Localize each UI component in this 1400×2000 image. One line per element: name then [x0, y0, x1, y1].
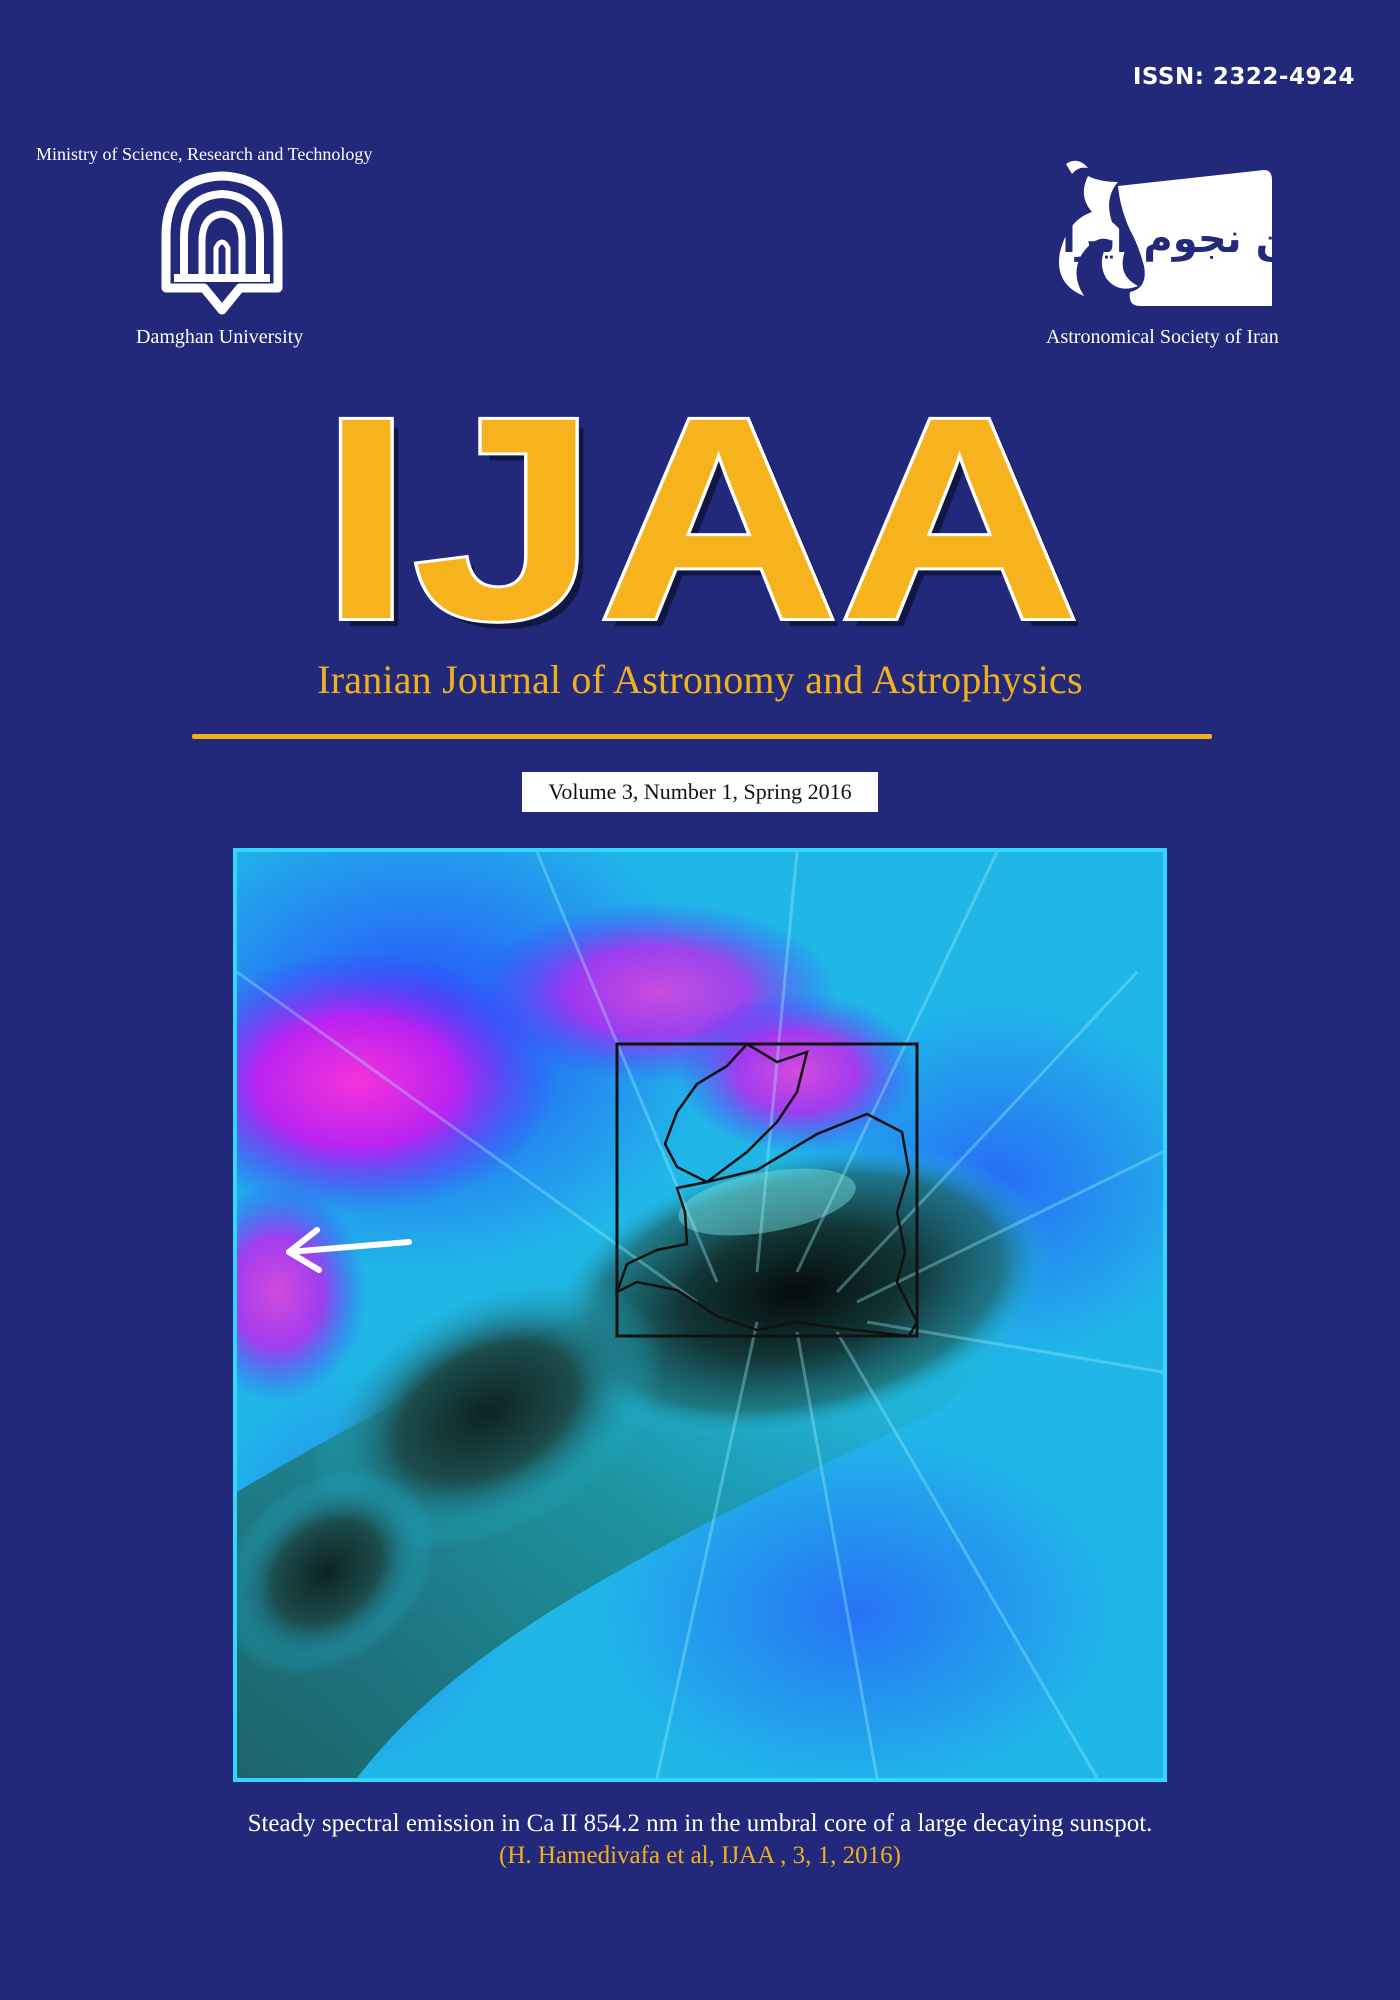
arrow-left-icon	[286, 1227, 412, 1273]
issn-label: ISSN: 2322-4924	[1132, 64, 1355, 90]
region-of-interest-box	[615, 1042, 919, 1338]
journal-title: Iranian Journal of Astronomy and Astroph…	[317, 657, 1083, 702]
university-name: Damghan University	[136, 326, 304, 348]
damghan-university-logo	[160, 170, 284, 320]
society-name: Astronomical Society of Iran	[1046, 326, 1279, 348]
sunspot-cover-image	[233, 848, 1167, 1782]
svg-text:IJAA: IJAA	[328, 396, 1088, 636]
volume-label: Volume 3, Number 1, Spring 2016	[522, 772, 878, 812]
cover-citation: (H. Hamedivafa et al, IJAA , 3, 1, 2016)	[499, 1842, 901, 1869]
title-divider	[192, 734, 1212, 739]
contour-line	[614, 1112, 919, 1338]
cover-caption: Steady spectral emission in Ca II 854.2 …	[247, 1810, 1153, 1837]
ijaa-logo: IJAA IJAA	[310, 355, 1090, 688]
ministry-label: Ministry of Science, Research and Techno…	[36, 144, 373, 164]
svg-text:انجمن نجوم ایران: انجمن نجوم ایران	[1048, 216, 1276, 262]
astronomical-society-logo: انجمن نجوم ایران	[1028, 156, 1376, 312]
ijaa-acronym: IJAA	[320, 396, 1080, 636]
